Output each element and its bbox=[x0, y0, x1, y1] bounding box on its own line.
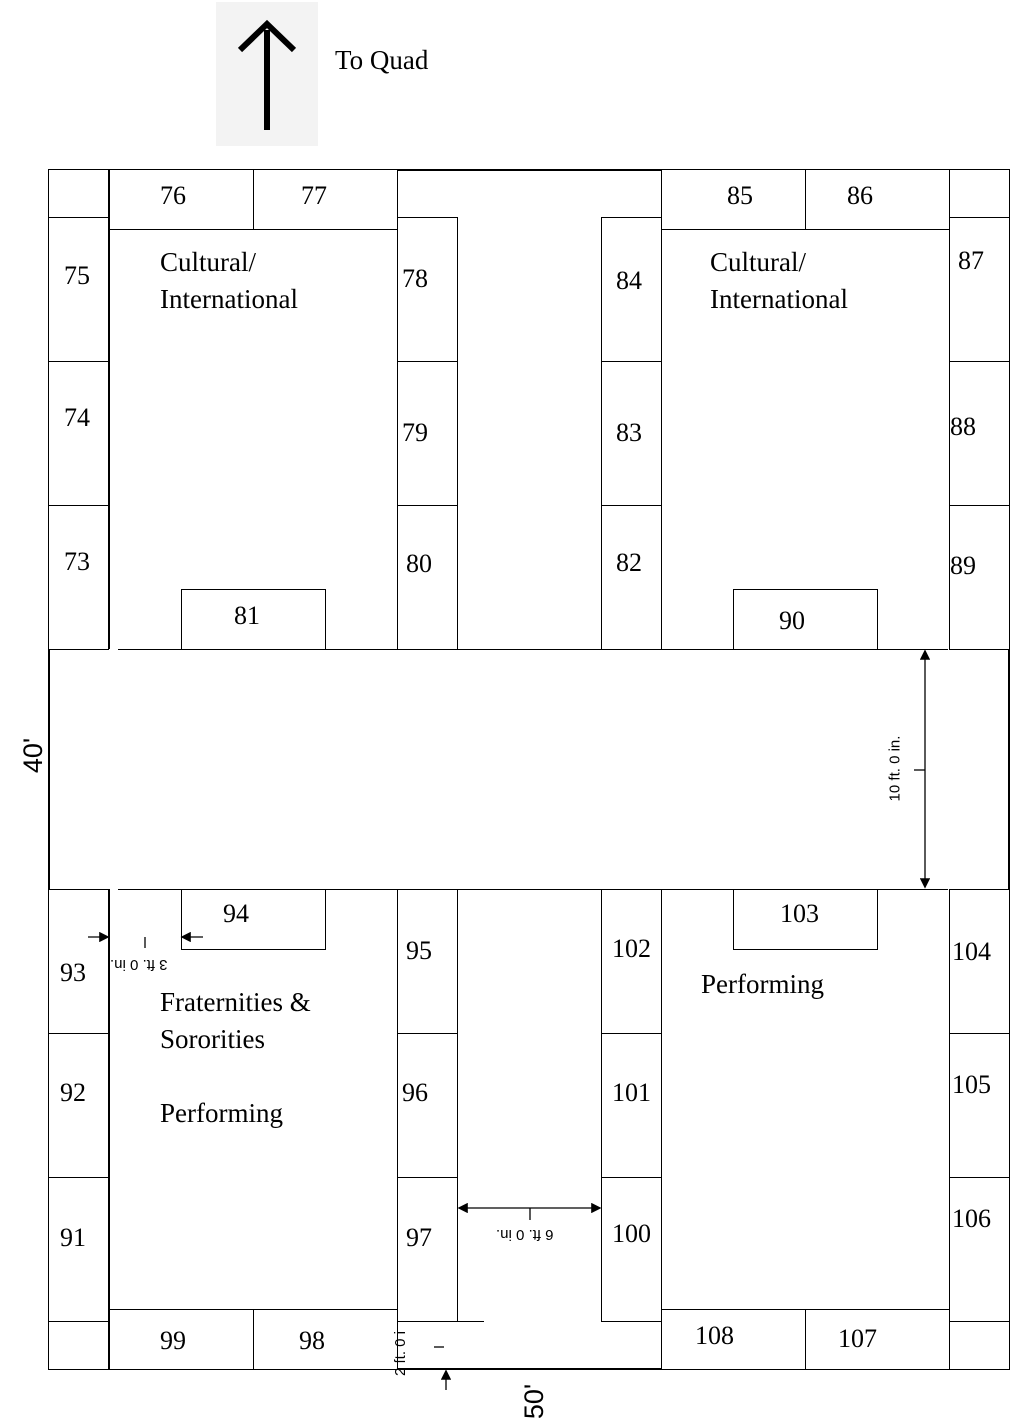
booth-85[interactable]: 85 bbox=[661, 169, 806, 230]
booth-108[interactable]: 108 bbox=[661, 1309, 806, 1370]
ledge-line bbox=[458, 1321, 484, 1322]
floor-plan-boundary bbox=[48, 169, 1010, 1370]
to-quad-label: To Quad bbox=[335, 45, 429, 75]
dimension-aisle-height: 10 ft. 0 in. bbox=[886, 735, 904, 802]
booth-91[interactable]: 91 bbox=[48, 1177, 109, 1322]
booth-100[interactable]: 100 bbox=[601, 1177, 662, 1322]
booth-75[interactable]: 75 bbox=[48, 217, 109, 362]
booth-94[interactable]: 94 bbox=[181, 889, 326, 950]
zone-label-bottom-left: Fraternities & Sororities Performing bbox=[160, 987, 311, 1128]
booth-98[interactable]: 98 bbox=[253, 1309, 398, 1370]
booth-92[interactable]: 92 bbox=[48, 1033, 109, 1178]
booth-103[interactable]: 103 bbox=[733, 889, 878, 950]
up-arrow-icon bbox=[237, 19, 297, 130]
block-edge bbox=[109, 229, 110, 649]
corner-booth-blank bbox=[949, 169, 1010, 218]
dimension-bottom-gap: 2 ft. 0 i bbox=[392, 1330, 410, 1377]
booth-77[interactable]: 77 bbox=[253, 169, 398, 230]
booth-101[interactable]: 101 bbox=[601, 1033, 662, 1178]
booth-99[interactable]: 99 bbox=[109, 1309, 254, 1370]
booth-81[interactable]: 81 bbox=[181, 589, 326, 650]
booth-106[interactable]: 106 bbox=[949, 1177, 1010, 1322]
zone-label-bottom-right: Performing bbox=[701, 969, 824, 999]
booth-90[interactable]: 90 bbox=[733, 589, 878, 650]
zone-label-top-right: Cultural/International bbox=[710, 247, 848, 314]
booth-93[interactable]: 93 bbox=[48, 889, 109, 1034]
booth-76[interactable]: 76 bbox=[109, 169, 254, 230]
aisle-top-line bbox=[118, 649, 948, 650]
corner-booth-blank bbox=[48, 1321, 109, 1370]
booth-86[interactable]: 86 bbox=[805, 169, 950, 230]
booth-84[interactable]: 84 bbox=[601, 217, 662, 362]
booth-87[interactable]: 87 bbox=[949, 217, 1010, 362]
booth-107[interactable]: 107 bbox=[805, 1309, 950, 1370]
booth-102[interactable]: 102 bbox=[601, 889, 662, 1034]
aisle-bottom-line bbox=[118, 889, 948, 890]
booth-80[interactable]: 80 bbox=[397, 505, 458, 650]
booth-88[interactable]: 88 bbox=[949, 361, 1010, 506]
booth-83[interactable]: 83 bbox=[601, 361, 662, 506]
overall-height-label: 40' bbox=[18, 737, 49, 774]
corner-booth-blank bbox=[48, 169, 109, 218]
booth-73[interactable]: 73 bbox=[48, 505, 109, 650]
booth-78[interactable]: 78 bbox=[397, 217, 458, 362]
booth-97[interactable]: 97 bbox=[397, 1177, 458, 1322]
booth-89[interactable]: 89 bbox=[949, 505, 1010, 650]
booth-96[interactable]: 96 bbox=[397, 1033, 458, 1178]
to-quad-arrow-area bbox=[216, 2, 318, 146]
booth-95[interactable]: 95 bbox=[397, 889, 458, 1034]
booth-74[interactable]: 74 bbox=[48, 361, 109, 506]
zone-label-top-left: Cultural/International bbox=[160, 247, 298, 314]
overall-width-label: 50' bbox=[519, 1383, 550, 1420]
booth-104[interactable]: 104 bbox=[949, 889, 1010, 1034]
ledge-line bbox=[601, 1321, 662, 1322]
corner-booth-blank bbox=[949, 1321, 1010, 1370]
booth-82[interactable]: 82 bbox=[601, 505, 662, 650]
booth-79[interactable]: 79 bbox=[397, 361, 458, 506]
dimension-center-aisle: 6 ft. 0 in. bbox=[496, 1226, 554, 1243]
dimension-booth-gap: 3 ft. 0 in. bbox=[110, 956, 168, 973]
block-edge bbox=[109, 889, 110, 1309]
booth-105[interactable]: 105 bbox=[949, 1033, 1010, 1178]
